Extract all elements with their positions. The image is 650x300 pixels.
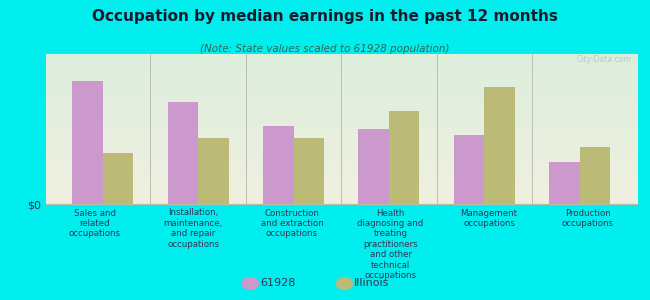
Bar [549,162,580,204]
Text: Installation,
maintenance,
and repair
occupations: Installation, maintenance, and repair oc… [164,208,223,249]
Bar [389,111,419,204]
Text: Construction
and extraction
occupations: Construction and extraction occupations [261,208,323,238]
Bar [168,102,198,204]
Text: Sales and
related
occupations: Sales and related occupations [69,208,121,238]
Text: 61928: 61928 [260,278,295,289]
Bar [103,153,133,204]
Text: Health
diagnosing and
treating
practitioners
and other
technical
occupations: Health diagnosing and treating practitio… [358,208,424,280]
Bar [580,147,610,204]
Text: Occupation by median earnings in the past 12 months: Occupation by median earnings in the pas… [92,9,558,24]
Bar [454,135,484,204]
Bar [263,126,294,204]
Text: City-Data.com: City-Data.com [577,56,631,64]
Text: Production
occupations: Production occupations [562,208,614,228]
Text: (Note: State values scaled to 61928 population): (Note: State values scaled to 61928 popu… [200,44,450,53]
Bar [484,87,515,204]
Bar [198,138,229,204]
Bar [72,81,103,204]
Bar [294,138,324,204]
Text: Management
occupations: Management occupations [461,208,517,228]
Text: Illinois: Illinois [354,278,389,289]
Bar [358,129,389,204]
